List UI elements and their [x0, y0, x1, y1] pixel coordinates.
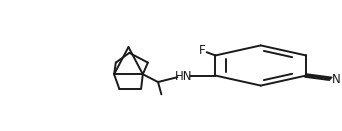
Text: HN: HN [175, 70, 192, 83]
Text: N: N [332, 73, 341, 86]
Text: F: F [199, 44, 206, 57]
